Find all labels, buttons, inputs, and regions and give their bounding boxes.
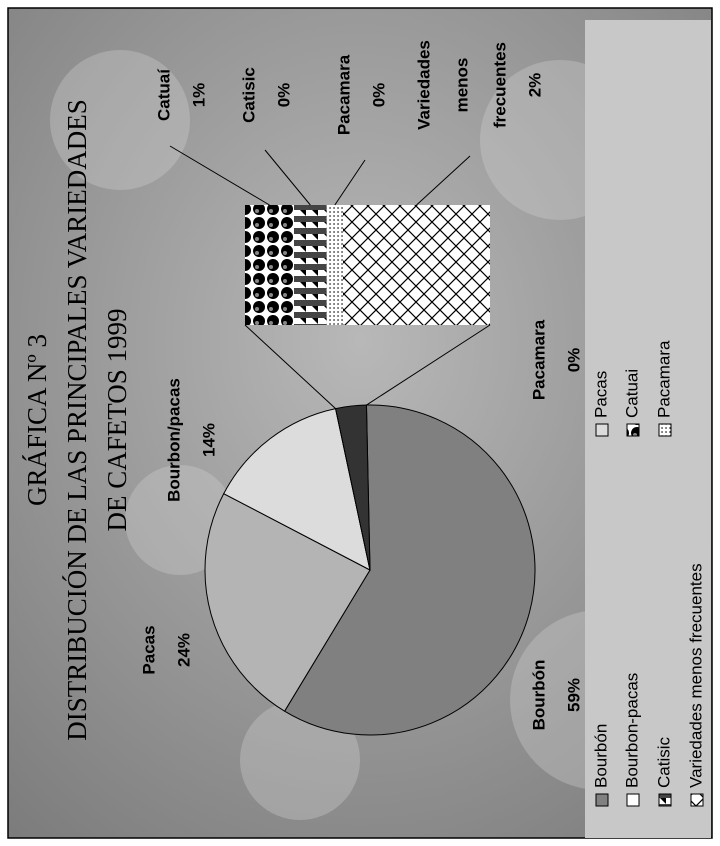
legend-box <box>585 20 711 838</box>
bar-segment <box>294 205 327 325</box>
connector <box>244 324 336 409</box>
legend-label: Pacamara <box>654 340 673 418</box>
legend-swatch <box>595 423 609 437</box>
chart-title: GRÁFICA Nº 3 <box>22 334 52 506</box>
data-label: Catuaí <box>154 68 173 121</box>
data-label: 2% <box>525 73 544 98</box>
data-label: 0% <box>564 348 583 373</box>
data-label: 14% <box>199 423 218 457</box>
leader-line <box>334 159 366 206</box>
chart-title: DISTRIBUCIÓN DE LAS PRINCIPALES VARIEDAD… <box>62 99 92 741</box>
pie-slice <box>204 492 371 712</box>
legend-label: Bourbon-pacas <box>622 673 641 788</box>
data-label: 24% <box>174 633 193 667</box>
legend-label: Pacas <box>591 371 610 418</box>
data-label: Bourbon/pacas <box>164 378 183 502</box>
legend-swatch <box>690 793 704 807</box>
bar-segment <box>343 205 490 325</box>
legend-swatch <box>658 793 672 807</box>
legend-label: Bourbón <box>591 724 610 788</box>
legend-swatch <box>626 793 640 807</box>
rotated-chart: GRÁFICA Nº 3 DISTRIBUCIÓN DE LAS PRINCIPA… <box>22 20 711 838</box>
legend-label: Variedades menos frecuentes <box>686 563 705 788</box>
data-label: frecuentes <box>490 42 509 128</box>
connector <box>366 324 491 406</box>
data-label: Pacamara <box>334 54 353 135</box>
data-label: 0% <box>274 83 293 108</box>
bar-segment <box>326 205 343 325</box>
data-label: Pacas <box>139 625 158 674</box>
data-label: menos <box>452 58 471 113</box>
pie-slice <box>223 408 371 571</box>
chart-title: DE CAFETOS 1999 <box>102 308 132 531</box>
data-label: Catisic <box>239 67 258 123</box>
legend-label: Catuai <box>622 369 641 418</box>
data-label: 0% <box>369 83 388 108</box>
data-label: Pacamara <box>529 319 548 400</box>
bar-segment <box>245 205 294 325</box>
legend-swatch <box>626 423 640 437</box>
legend-swatch <box>595 793 609 807</box>
data-label: Bourbón <box>529 660 548 731</box>
pie-slice <box>283 404 536 736</box>
data-label: 1% <box>189 83 208 108</box>
leader-line <box>416 155 471 206</box>
leader-line <box>264 149 311 206</box>
legend-swatch <box>658 423 672 437</box>
legend-label: Catisic <box>654 736 673 788</box>
data-label: 59% <box>564 678 583 712</box>
pie-slice-other <box>335 404 371 571</box>
leader-line <box>169 145 270 206</box>
data-label: Variedades <box>414 40 433 130</box>
